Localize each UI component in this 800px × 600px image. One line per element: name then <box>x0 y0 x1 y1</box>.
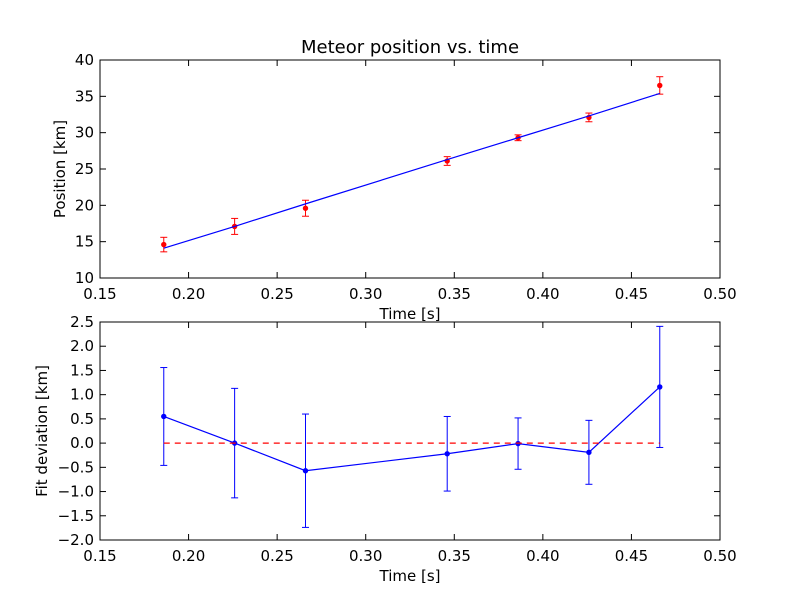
deviation-plot-area <box>160 325 664 528</box>
deviation-data-point <box>586 449 592 456</box>
deviation-x-tick-label: 0.40 <box>526 547 559 565</box>
deviation-y-tick-label: 0.5 <box>70 410 94 428</box>
position-data-point <box>657 82 663 89</box>
position-ticks: 0.15 0.20 0.25 0.30 0.35 0.40 0.45 0.50 10 15 20 25… <box>75 51 737 303</box>
deviation-data-point <box>161 413 167 420</box>
position-plot-area <box>160 76 664 253</box>
position-x-axis-label: Time [s] <box>379 305 441 323</box>
position-x-tick-label: 0.15 <box>83 285 116 303</box>
position-series-line <box>163 92 660 249</box>
deviation-y-tick-label: 1.0 <box>70 386 94 404</box>
deviation-y-axis-label: Fit deviation [km] <box>33 365 51 497</box>
deviation-data-point <box>302 468 309 474</box>
deviation-x-tick-label: 0.50 <box>703 547 736 565</box>
position-y-axis-label: Position [km] <box>51 120 69 218</box>
position-x-tick-label: 0.50 <box>703 285 736 303</box>
position-y-tick-label: 15 <box>75 233 94 251</box>
position-x-tick-label: 0.35 <box>438 285 471 303</box>
deviation-y-tick-label: 1.5 <box>70 361 94 379</box>
deviation-x-tick-label: 0.25 <box>260 547 293 565</box>
deviation-y-tick-label: −0.5 <box>58 458 94 476</box>
deviation-x-tick-label: 0.15 <box>83 547 116 565</box>
position-x-tick-label: 0.45 <box>615 285 648 303</box>
deviation-x-tick-label: 0.45 <box>615 547 648 565</box>
deviation-y-tick-label: −1.0 <box>58 483 94 501</box>
deviation-chart: 0.15 0.20 0.25 0.30 0.35 0.40 0.45 0.50 −2.0 −1.5… <box>33 313 737 585</box>
position-x-tick-label: 0.25 <box>260 285 293 303</box>
position-y-tick-label: 25 <box>75 160 94 178</box>
deviation-y-tick-label: −2.0 <box>58 531 94 549</box>
deviation-y-tick-label: 0.0 <box>70 434 94 452</box>
position-x-tick-label: 0.30 <box>349 285 382 303</box>
deviation-x-tick-label: 0.35 <box>438 547 471 565</box>
position-x-tick-label: 0.40 <box>526 285 559 303</box>
deviation-x-axis-label: Time [s] <box>379 567 441 585</box>
deviation-x-tick-label: 0.20 <box>172 547 205 565</box>
deviation-data-point <box>444 451 450 457</box>
deviation-ticks: 0.15 0.20 0.25 0.30 0.35 0.40 0.45 0.50 −2.0 −1.5… <box>58 313 737 565</box>
position-y-tick-label: 35 <box>75 87 94 105</box>
deviation-axes-frame <box>99 321 721 541</box>
deviation-x-tick-label: 0.30 <box>349 547 382 565</box>
position-y-tick-label: 30 <box>75 124 94 142</box>
deviation-y-tick-label: 2.0 <box>70 337 94 355</box>
chart-title: Meteor position vs. time <box>301 37 519 58</box>
deviation-y-tick-label: −1.5 <box>58 507 94 525</box>
position-data-point <box>161 241 167 248</box>
position-y-tick-label: 40 <box>75 51 94 69</box>
position-data-point <box>302 205 309 211</box>
position-x-tick-label: 0.20 <box>172 285 205 303</box>
deviation-y-tick-label: 2.5 <box>70 313 94 331</box>
position-y-tick-label: 10 <box>75 269 94 287</box>
position-y-tick-label: 20 <box>75 196 94 214</box>
position-chart: Meteor position vs. time 0.15 0.20 0.25 0.3… <box>51 37 737 323</box>
deviation-data-point <box>657 384 663 390</box>
